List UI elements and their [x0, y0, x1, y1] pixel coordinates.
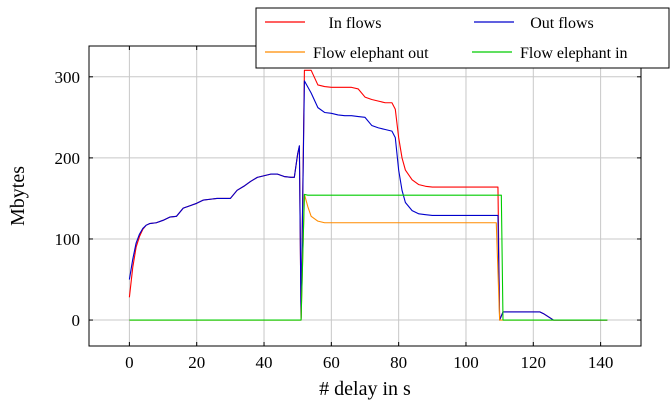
legend-label-out-flows: Out flows — [530, 15, 594, 32]
legend: In flows Out flows Flow elephant out Flow e… — [255, 7, 670, 69]
tick-layer — [89, 46, 641, 346]
y-axis-title: Mbytes — [7, 166, 29, 226]
grid — [89, 46, 641, 346]
legend-box — [255, 7, 670, 69]
series-line-flow-elephant-out — [129, 193, 608, 321]
y-tick-label: 200 — [55, 149, 81, 168]
series-line-flow-elephant-in — [129, 193, 608, 321]
tick-labels: 0 20 40 60 80 100 120 140 0 100 200 300 — [55, 68, 614, 372]
plot-frame — [88, 45, 642, 347]
series-line-out-flows — [128, 80, 608, 321]
legend-label-in-flows: In flows — [329, 15, 382, 32]
legend-label-flow-elephant-out: Flow elephant out — [313, 45, 429, 62]
x-tick-label: 120 — [521, 353, 547, 372]
y-tick-label: 300 — [55, 68, 81, 87]
legend-label-flow-elephant-in: Flow elephant in — [520, 45, 628, 62]
x-tick-label: 60 — [323, 353, 340, 372]
x-tick-label: 20 — [188, 353, 205, 372]
y-tick-label: 100 — [55, 230, 81, 249]
x-tick-label: 80 — [390, 353, 407, 372]
x-axis-title: # delay in s — [319, 378, 411, 400]
series-layer — [128, 69, 608, 321]
x-tick-label: 140 — [588, 353, 614, 372]
x-tick-label: 100 — [453, 353, 479, 372]
y-tick-label: 0 — [72, 311, 81, 330]
x-tick-label: 40 — [256, 353, 273, 372]
x-tick-label: 0 — [125, 353, 134, 372]
